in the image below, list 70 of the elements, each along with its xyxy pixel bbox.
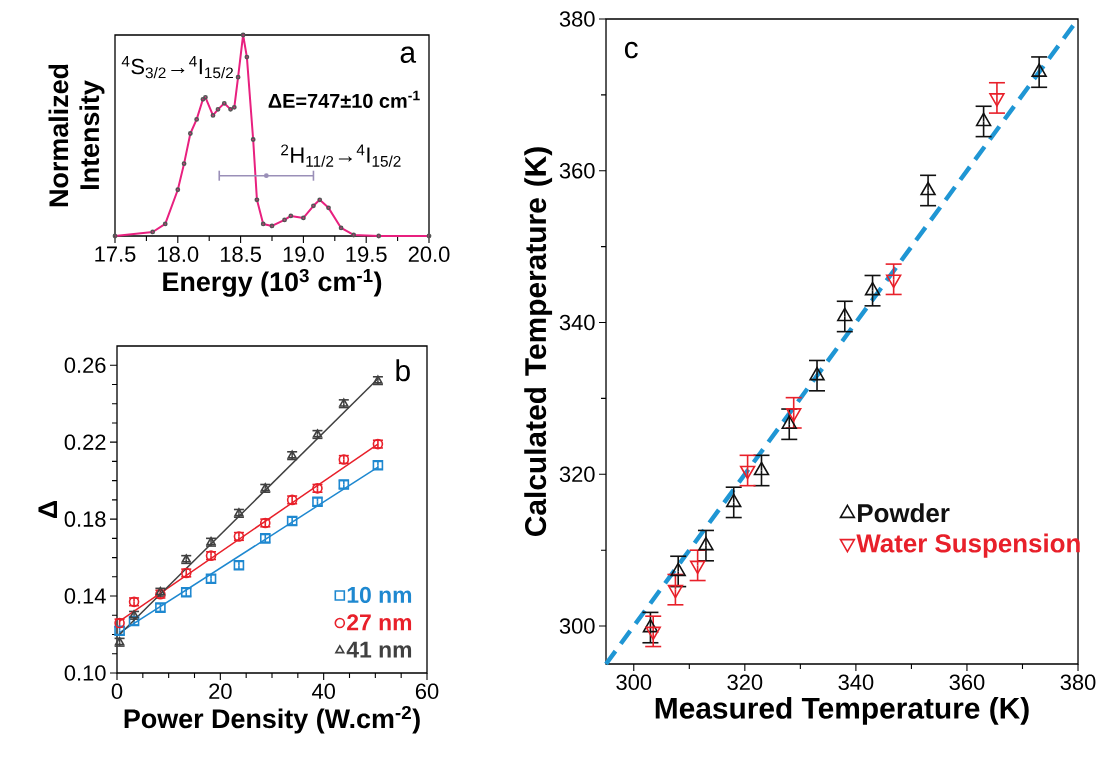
point: [351, 232, 357, 238]
point: [864, 281, 881, 296]
x-tick-label: 340: [838, 674, 874, 691]
legend-label: 41 nm: [346, 641, 412, 658]
annotation: b: [396, 359, 410, 382]
point: [228, 106, 233, 112]
point: [326, 205, 331, 211]
point: [753, 461, 770, 476]
y-tick-label: 0.10: [64, 665, 106, 681]
point: [670, 562, 686, 577]
y-axis-title: Δ: [38, 500, 57, 519]
point: [837, 307, 853, 322]
point: [250, 137, 256, 142]
x-tick-label: 18.0: [158, 246, 199, 263]
x-tick-label: 300: [616, 674, 652, 691]
annotation: ΔE=747±10 cm$^{-1}$: [268, 90, 420, 108]
annotation: $^{4}$S$_{3/2}$→$^{4}$I$_{15/2}$: [121, 56, 233, 79]
point: [975, 112, 992, 127]
y-tick-label: 0.26: [64, 357, 106, 373]
point: [150, 229, 156, 235]
legend-label: 27 nm: [347, 614, 412, 631]
annotation: a: [400, 46, 417, 63]
x-tick-label: 20.0: [408, 246, 450, 263]
point: [726, 493, 742, 508]
point: [194, 117, 200, 122]
point: [175, 187, 181, 193]
x-tick-label: 380: [1060, 674, 1096, 691]
y-tick-label: 340: [559, 314, 595, 331]
point: [1031, 63, 1047, 77]
y-tick-label: 380: [559, 11, 595, 27]
y-tick-label: 0.14: [64, 588, 106, 604]
point: [920, 181, 936, 196]
x-tick-label: 360: [949, 674, 985, 691]
x-tick-label: 40: [311, 683, 335, 700]
point: [221, 100, 227, 106]
point: [114, 625, 125, 636]
annotation: $^{2}$H$_{11/2}$→$^{4}$I$_{15/2}$: [281, 144, 401, 167]
point: [301, 215, 306, 221]
legend-label: 10 nm: [347, 586, 412, 604]
x-tick-label: 320: [727, 674, 763, 691]
x-axis-title: Power Density (W.cm$^{-2}$): [124, 705, 420, 734]
annotation: c: [624, 41, 638, 59]
x-tick-label: 19.5: [346, 246, 387, 263]
legend-label: Powder: [858, 503, 950, 523]
y-tick-label: 0.18: [64, 511, 106, 527]
y-tick-label: 360: [559, 163, 595, 179]
point: [215, 106, 221, 112]
x-tick-label: 20: [209, 683, 232, 700]
x-tick-label: 19.0: [283, 246, 324, 263]
y-tick-label: 0.22: [64, 434, 106, 450]
point: [809, 366, 825, 381]
point: [187, 131, 193, 136]
y-tick-label: 300: [559, 618, 595, 634]
point: [311, 203, 316, 209]
x-tick-label: 0: [111, 683, 123, 700]
point: [698, 536, 714, 551]
point: [181, 161, 187, 167]
point: [317, 197, 323, 203]
y-axis-title: Normalized Intensity: [48, 64, 105, 207]
point: [114, 617, 125, 629]
x-tick-label: 18.5: [220, 246, 261, 263]
x-tick-label: 17.5: [95, 246, 136, 262]
y-tick-label: 320: [559, 466, 595, 483]
x-tick-label: 60: [415, 683, 439, 700]
point: [231, 104, 237, 110]
y-axis-title: Calculated Temperature (K): [524, 147, 553, 536]
x-axis-title: Energy (10$^{3}$ cm$^{-1}$): [163, 268, 382, 297]
x-axis-title: Measured Temperature (K): [655, 696, 1029, 725]
point: [210, 112, 216, 118]
point: [263, 173, 269, 179]
